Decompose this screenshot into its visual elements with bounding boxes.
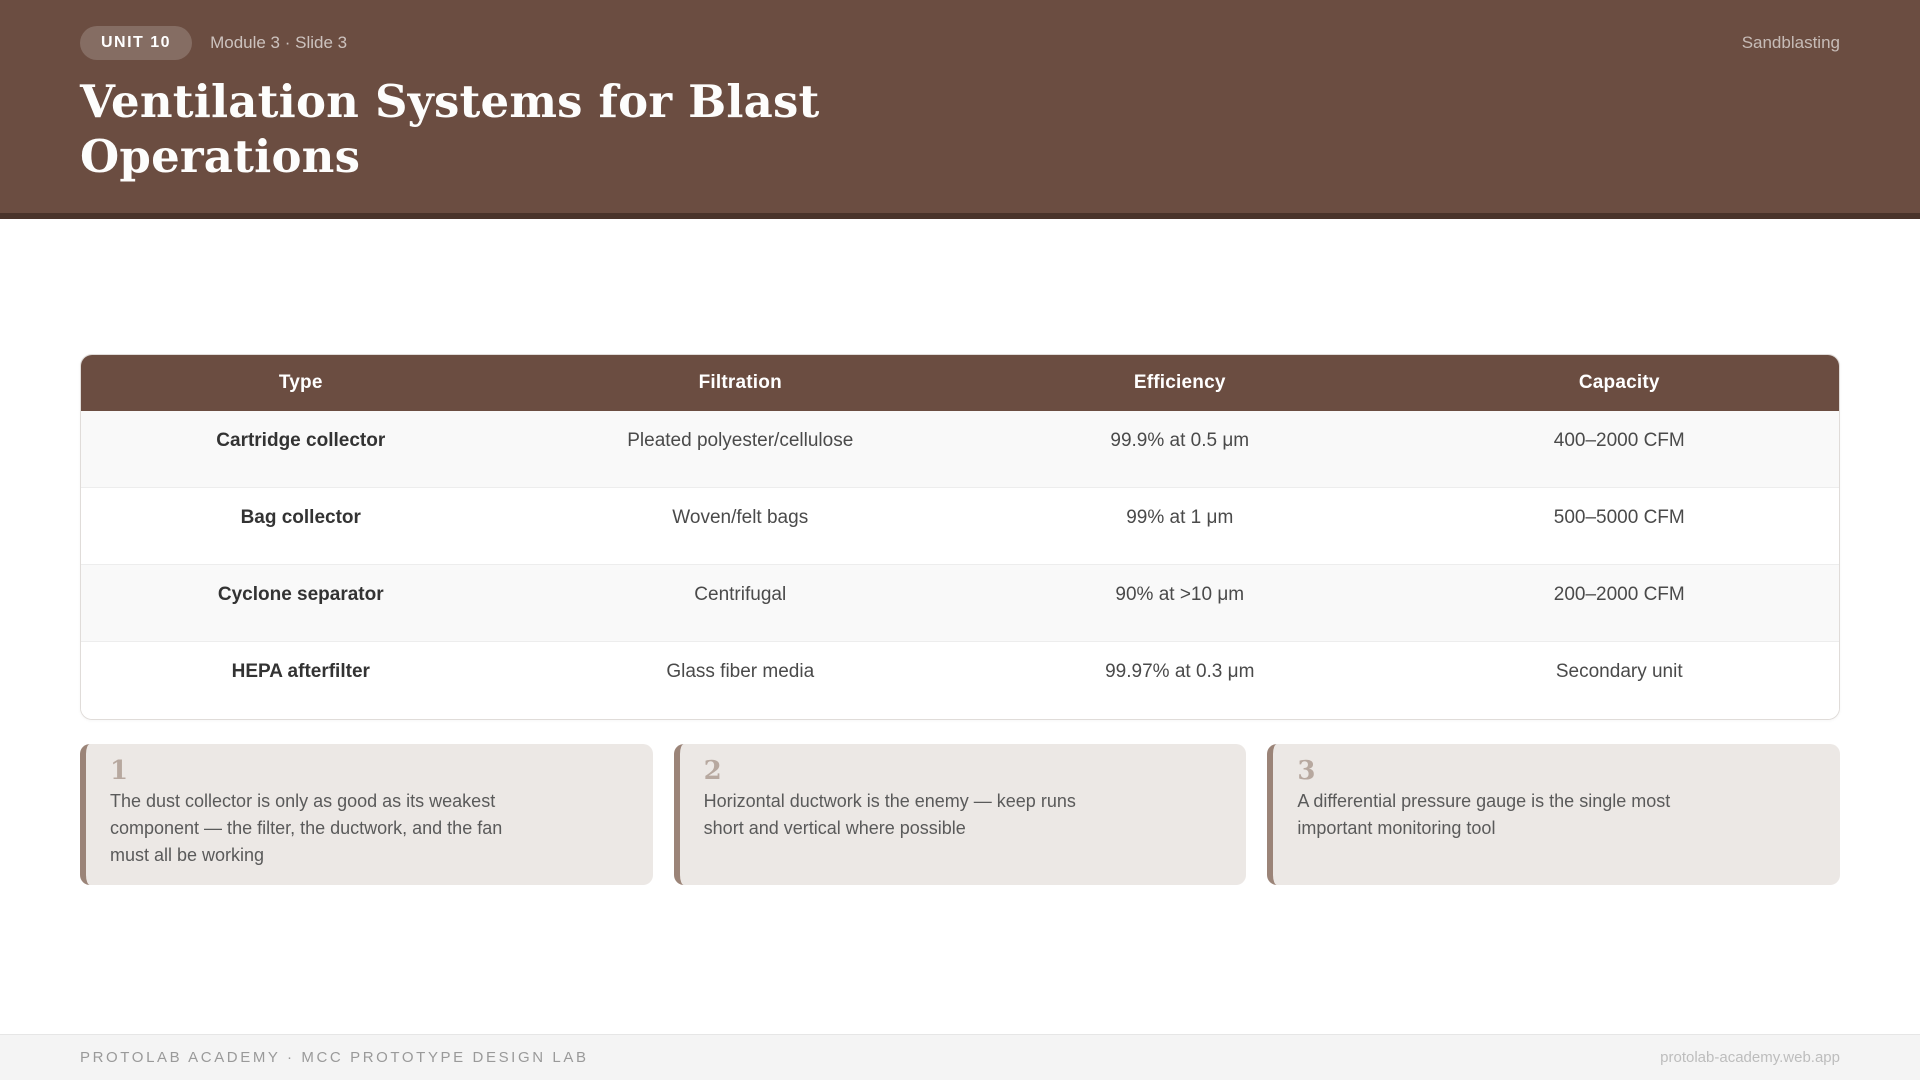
- table-body: Cartridge collector Pleated polyester/cel…: [81, 410, 1839, 719]
- filtration-cell: Centrifugal: [520, 564, 960, 642]
- type-cell: HEPA afterfilter: [81, 641, 521, 719]
- footer: PROTOLAB ACADEMY · MCC PROTOTYPE DESIGN …: [0, 1034, 1920, 1080]
- footer-url: protolab-academy.web.app: [1660, 1049, 1840, 1066]
- filtration-cell: Pleated polyester/cellulose: [627, 429, 854, 451]
- table-row: HEPA afterfilter Glass fiber media 99.97% …: [81, 641, 1839, 719]
- type-cell: Bag collector: [81, 487, 521, 565]
- type-cell: Cyclone separator: [81, 564, 521, 642]
- unit-badge: UNIT 10: [80, 26, 193, 60]
- note-number: 2: [703, 755, 722, 786]
- table-header-row: Type Filtration Efficiency Capacity: [81, 354, 1839, 411]
- efficiency-cell: 99.97% at 0.3 μm: [960, 641, 1400, 719]
- efficiency-cell: 99.9% at 0.5 μm: [1110, 429, 1250, 451]
- efficiency-cell: 90% at >10 μm: [960, 564, 1400, 642]
- note-number: 1: [110, 755, 129, 786]
- column-header-capacity: Capacity: [1399, 354, 1839, 411]
- slide-content: Type Filtration Efficiency Capacity Cartrid…: [0, 219, 1920, 1034]
- topic-label: Sandblasting: [1741, 33, 1840, 52]
- efficiency-cell: 99% at 1 μm: [960, 487, 1400, 565]
- type-cell: Cartridge collector: [216, 429, 386, 451]
- collector-comparison-table: Type Filtration Efficiency Capacity Cartrid…: [81, 354, 1839, 719]
- note-card: 2 Horizontal ductwork is the enemy — keep…: [673, 743, 1247, 886]
- slide-title: Ventilation Systems for Blast Operations: [80, 75, 820, 184]
- capacity-cell: 500–5000 CFM: [1399, 487, 1839, 565]
- footer-brand: PROTOLAB ACADEMY · MCC PROTOTYPE DESIGN …: [80, 1049, 589, 1066]
- note-text: A differential pressure gauge is the sin…: [1297, 791, 1671, 839]
- capacity-cell: Secondary unit: [1399, 641, 1839, 719]
- note-card: 1 The dust collector is only as good as i…: [80, 743, 653, 886]
- ventilation-table: Type Filtration Efficiency Capacity Cartrid…: [80, 353, 1840, 720]
- note-text: Horizontal ductwork is the enemy — keep …: [703, 791, 1076, 839]
- header-band: UNIT 10 Module 3 · Slide 3 Sandblasting …: [0, 0, 1920, 219]
- header-accent-strip: [0, 212, 1920, 219]
- table-row: Cyclone separator Centrifugal 90% at >10 μ…: [81, 564, 1839, 642]
- capacity-cell: 400–2000 CFM: [1553, 429, 1685, 451]
- note-text: The dust collector is only as good as it…: [110, 791, 503, 866]
- note-card: 3 A differential pressure gauge is the si…: [1267, 743, 1841, 886]
- table-row: Bag collector Woven/felt bags 99% at 1 μm 5…: [81, 487, 1839, 565]
- filtration-cell: Woven/felt bags: [520, 487, 960, 565]
- column-header-type: Type: [81, 354, 521, 411]
- filtration-cell: Glass fiber media: [520, 641, 960, 719]
- column-header-efficiency: Efficiency: [960, 354, 1400, 411]
- note-number: 3: [1297, 755, 1316, 786]
- breadcrumb: Module 3 · Slide 3: [210, 33, 348, 52]
- column-header-filtration: Filtration: [520, 354, 960, 411]
- capacity-cell: 200–2000 CFM: [1399, 564, 1839, 642]
- table-row: Cartridge collector Pleated polyester/cel…: [81, 410, 1839, 488]
- key-notes: 1 The dust collector is only as good as i…: [80, 743, 1841, 886]
